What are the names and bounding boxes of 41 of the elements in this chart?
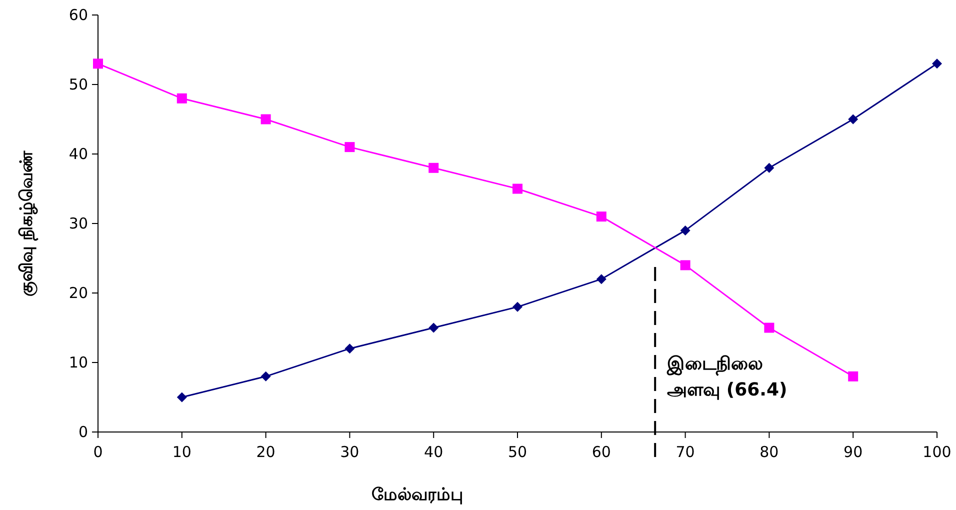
x-tick-label: 40 (424, 443, 444, 461)
point (260, 371, 271, 382)
ref-line-label: இடைநிலை அளவு (66.4) (666, 353, 788, 400)
x-tick-label: 70 (676, 443, 695, 461)
point (848, 371, 858, 382)
y-tick-label: 30 (68, 214, 88, 232)
point (344, 142, 355, 152)
x-tick-label: 100 (922, 443, 952, 461)
point (764, 162, 774, 173)
x-tick-label: 20 (256, 443, 276, 461)
y-tick-label: 10 (68, 354, 88, 372)
point (764, 322, 774, 333)
y-axis-title: குவிவு நிகழ்வெண் (17, 150, 39, 296)
point (176, 392, 187, 402)
x-tick-label: 50 (508, 443, 528, 461)
x-tick-label: 90 (844, 443, 863, 461)
y-tick-label: 60 (68, 6, 88, 24)
point (512, 184, 522, 194)
x-tick-label: 0 (93, 443, 103, 461)
point (680, 260, 690, 270)
point (848, 114, 858, 124)
y-tick-label: 50 (68, 76, 88, 94)
x-tick-label: 80 (760, 443, 779, 461)
point (680, 225, 690, 236)
y-tick-label: 0 (78, 423, 88, 441)
point (428, 322, 439, 333)
point (176, 93, 187, 104)
y-tick-label: 40 (68, 145, 88, 163)
x-axis-title: மேல்வரம்பு (372, 485, 464, 505)
x-tick-label: 30 (340, 443, 360, 461)
point (93, 58, 103, 69)
point (260, 114, 271, 124)
point (932, 58, 942, 69)
x-tick-label: 10 (172, 443, 192, 461)
point (596, 212, 606, 222)
y-tick-label: 20 (68, 284, 88, 302)
point (428, 162, 439, 173)
point (512, 302, 522, 312)
point (596, 274, 606, 284)
x-tick-label: 60 (592, 443, 611, 461)
point (344, 344, 355, 354)
